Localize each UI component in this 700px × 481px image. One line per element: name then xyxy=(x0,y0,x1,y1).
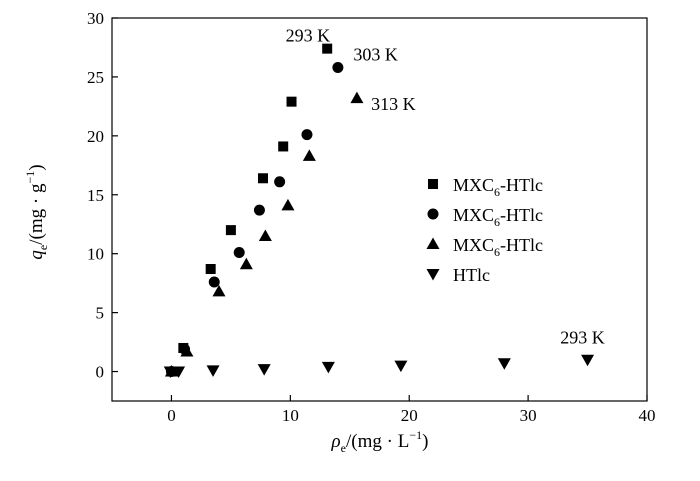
legend-marker-1 xyxy=(428,179,438,189)
y-axis-label: qe/(mg · g−1) xyxy=(23,164,50,259)
data-points xyxy=(163,43,595,379)
data-point-series-4 xyxy=(257,364,271,376)
data-point-series-3 xyxy=(180,345,194,357)
data-point-series-2 xyxy=(332,61,344,73)
data-point-series-2 xyxy=(233,247,245,259)
legend-marker-4 xyxy=(426,269,440,281)
data-point-series-3 xyxy=(258,229,272,242)
legend-marker-3 xyxy=(426,237,440,249)
data-point-series-2 xyxy=(253,204,265,216)
y-tick-label: 10 xyxy=(87,245,104,264)
data-point-series-2 xyxy=(208,276,220,288)
data-point-series-1 xyxy=(286,96,297,107)
y-axis-ticks: 0 5 10 15 20 25 30 xyxy=(87,9,118,382)
temperature-label: 303 K xyxy=(353,44,398,64)
temperature-label: 293 K xyxy=(560,327,605,347)
y-tick-label: 15 xyxy=(87,186,104,205)
legend-marker-2 xyxy=(427,208,439,220)
data-point-series-4 xyxy=(321,361,335,374)
data-point-series-3 xyxy=(302,149,316,161)
data-point-series-4 xyxy=(206,365,220,377)
y-tick-label: 0 xyxy=(96,363,105,382)
data-point-series-2 xyxy=(301,129,313,141)
data-point-series-4 xyxy=(163,366,177,379)
x-tick-label: 10 xyxy=(282,406,299,425)
y-tick-label: 5 xyxy=(96,304,105,323)
legend-label-2: MXC6-HTlc xyxy=(453,205,543,229)
data-point-series-4 xyxy=(394,360,408,373)
data-point-series-3 xyxy=(350,91,364,104)
data-point-series-1 xyxy=(257,173,268,184)
data-point-series-2 xyxy=(274,176,286,188)
y-tick-label: 25 xyxy=(87,68,104,87)
temperature-annotations: 293 K 303 K 313 K 293 K xyxy=(286,26,605,348)
x-tick-label: 40 xyxy=(639,406,656,425)
x-tick-label: 20 xyxy=(401,406,418,425)
x-axis-ticks: 0 10 20 30 40 xyxy=(167,395,656,425)
data-point-series-4 xyxy=(497,358,511,370)
plot-frame xyxy=(111,17,648,402)
legend-label-4: HTlc xyxy=(453,265,490,285)
data-point-series-1 xyxy=(225,225,236,236)
data-point-series-1 xyxy=(278,141,289,152)
data-point-series-3 xyxy=(239,257,253,270)
data-point-series-4 xyxy=(581,354,595,367)
y-tick-label: 30 xyxy=(87,9,104,28)
x-tick-label: 0 xyxy=(167,406,176,425)
x-axis-label: ρe/(mg · L−1) xyxy=(331,428,429,455)
temperature-label: 293 K xyxy=(286,26,331,46)
data-point-series-4 xyxy=(172,366,186,379)
legend-label-1: MXC6-HTlc xyxy=(453,175,543,199)
data-point-series-3 xyxy=(281,198,295,211)
data-point-series-1 xyxy=(205,264,216,275)
temperature-label: 313 K xyxy=(371,94,416,114)
legend-label-3: MXC6-HTlc xyxy=(453,235,543,259)
data-point-series-3 xyxy=(212,284,226,297)
y-tick-label: 20 xyxy=(87,127,104,146)
x-tick-label: 30 xyxy=(520,406,537,425)
data-point-series-1 xyxy=(322,43,333,54)
legend: MXC6-HTlc MXC6-HTlc MXC6-HTlc HTlc xyxy=(426,175,543,285)
